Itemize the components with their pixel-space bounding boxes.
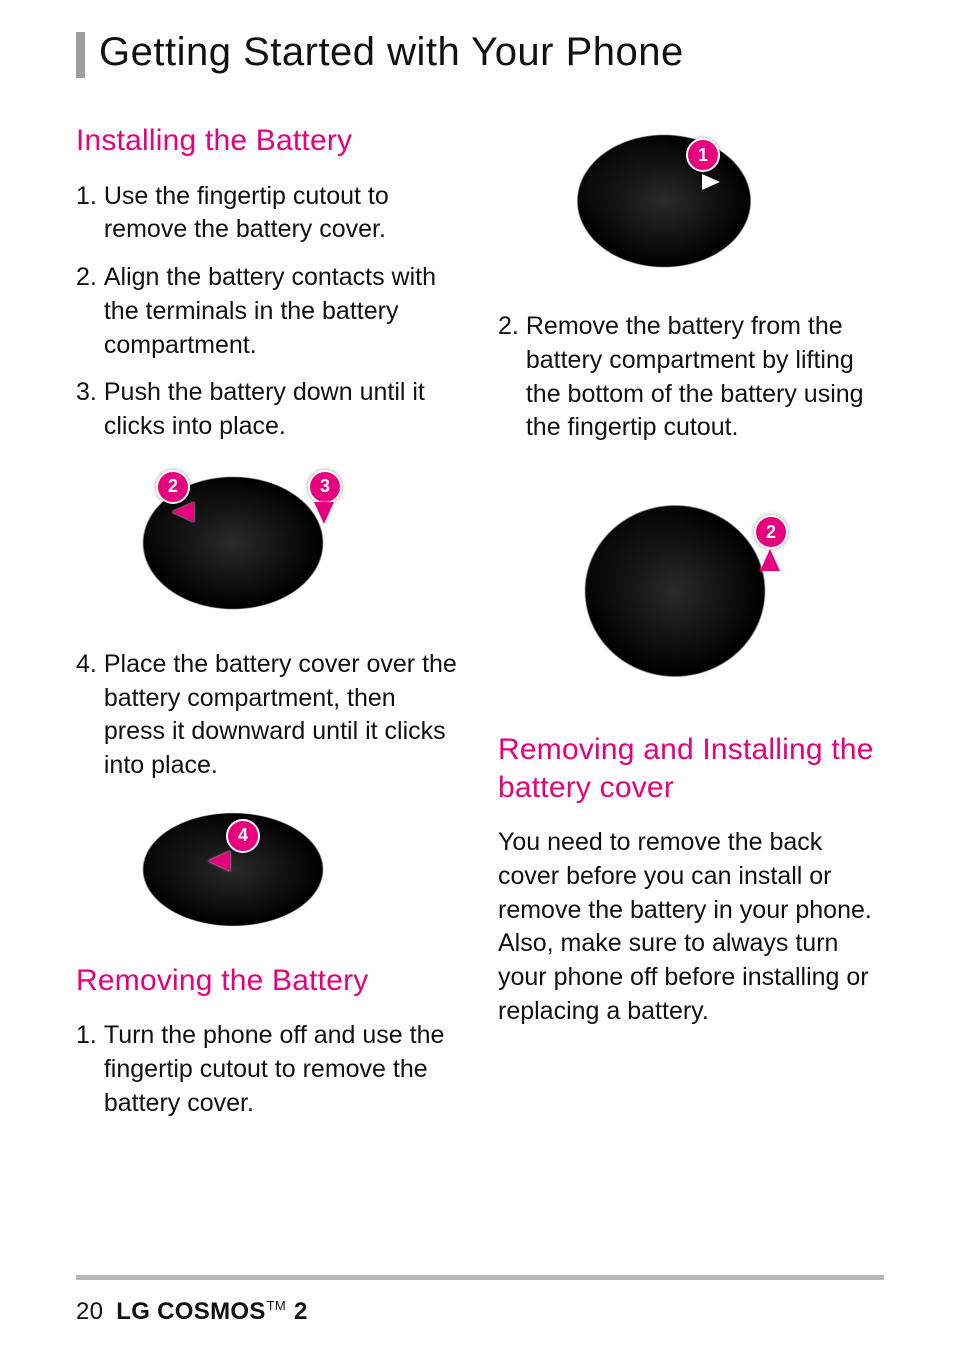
battery-cover-heading: Removing and Installing the battery cove… — [498, 731, 886, 806]
arrow-up-icon — [760, 549, 780, 571]
page-number: 20 — [76, 1298, 103, 1325]
phone-illustration — [534, 116, 794, 286]
figure-callout-4: 4 — [226, 819, 260, 853]
install-battery-heading: Installing the Battery — [76, 122, 458, 160]
remove-step-1: 1. Turn the phone off and use the finger… — [76, 1019, 458, 1120]
trademark-symbol: TM — [267, 1298, 286, 1313]
figure-callout-2: 2 — [754, 515, 788, 549]
brand-cosmos: COSMOS — [157, 1298, 265, 1325]
figure-callout-2: 2 — [156, 470, 190, 504]
remove-step-2: 2. Remove the battery from the battery c… — [498, 310, 886, 445]
brand-suffix: 2 — [287, 1298, 308, 1325]
title-wrap: Getting Started with Your Phone — [76, 30, 884, 78]
page-footer: 20 LG COSMOSTM 2 — [76, 1275, 884, 1326]
step-text: Place the battery cover over the battery… — [104, 648, 458, 783]
figure-remove-cover: 1 — [534, 116, 794, 286]
two-column-layout: Installing the Battery 1. Use the finger… — [76, 122, 884, 1135]
install-step-1: 1. Use the fingertip cutout to remove th… — [76, 180, 458, 248]
left-column: Installing the Battery 1. Use the finger… — [76, 122, 458, 1135]
step-text: Use the fingertip cutout to remove the b… — [104, 180, 458, 248]
install-step-2: 2. Align the battery contacts with the t… — [76, 261, 458, 362]
step-number: 2. — [76, 261, 97, 362]
step-text: Turn the phone off and use the fingertip… — [104, 1019, 458, 1120]
footer-rule — [76, 1275, 884, 1280]
figure-remove-battery: 2 — [540, 481, 810, 701]
title-accent-bar — [76, 32, 85, 78]
remove-battery-heading: Removing the Battery — [76, 962, 458, 1000]
step-number: 3. — [76, 376, 97, 444]
right-column: 1 2. Remove the battery from the battery… — [498, 122, 886, 1135]
step-text: Push the battery down until it clicks in… — [104, 376, 458, 444]
figure-install-battery-in: 2 3 — [98, 458, 368, 628]
install-step-4: 4. Place the battery cover over the batt… — [76, 648, 458, 783]
footer-text: 20 LG COSMOSTM 2 — [76, 1298, 884, 1326]
step-text: Align the battery contacts with the term… — [104, 261, 458, 362]
arrow-left-icon — [208, 851, 230, 871]
arrow-down-icon — [314, 502, 334, 524]
arrow-right-icon — [702, 174, 720, 190]
step-number: 1. — [76, 180, 97, 248]
figure-install-cover: 4 — [98, 797, 368, 942]
phone-illustration — [540, 481, 810, 701]
page-title: Getting Started with Your Phone — [99, 30, 684, 75]
manual-page: Getting Started with Your Phone Installi… — [0, 0, 954, 1372]
install-step-3: 3. Push the battery down until it clicks… — [76, 376, 458, 444]
arrow-left-icon — [172, 502, 194, 522]
figure-callout-3: 3 — [308, 470, 342, 504]
step-number: 4. — [76, 648, 97, 783]
brand-lg: LG — [116, 1298, 157, 1325]
step-text: Remove the battery from the battery comp… — [526, 310, 886, 445]
phone-illustration — [98, 797, 368, 942]
battery-cover-paragraph: You need to remove the back cover before… — [498, 826, 886, 1029]
spacer — [498, 459, 886, 477]
figure-callout-1: 1 — [686, 138, 720, 172]
step-number: 2. — [498, 310, 519, 445]
step-number: 1. — [76, 1019, 97, 1120]
